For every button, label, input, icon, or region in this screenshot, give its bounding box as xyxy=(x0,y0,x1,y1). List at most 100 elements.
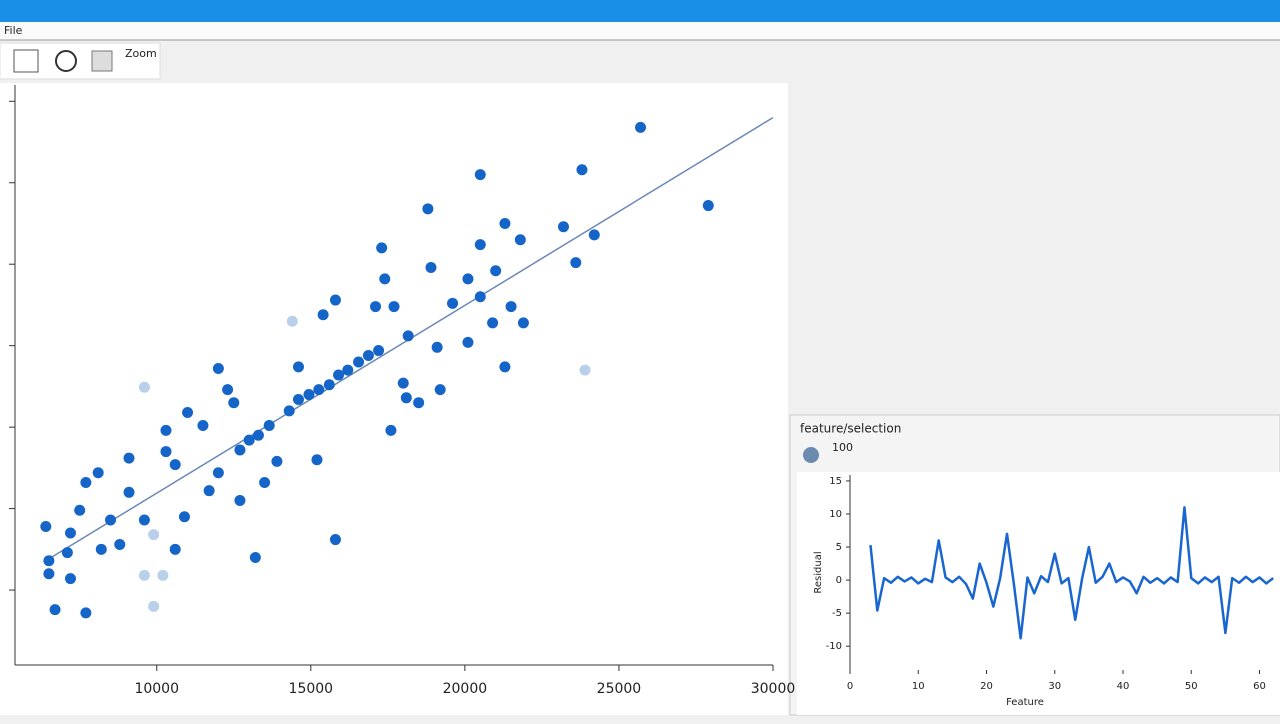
menu-item[interactable]: File xyxy=(4,24,23,37)
point xyxy=(80,607,92,619)
plot-panel xyxy=(0,83,788,715)
point xyxy=(376,242,388,254)
point xyxy=(169,459,181,471)
x-tick-label: 30 xyxy=(1048,681,1061,692)
x-tick-label: 20000 xyxy=(443,681,488,697)
point xyxy=(379,273,391,285)
point xyxy=(95,543,107,555)
toolbar xyxy=(0,42,161,80)
y-tick-label: 15 xyxy=(829,476,842,487)
toolbar-label[interactable]: Zoom xyxy=(125,47,157,60)
point xyxy=(388,301,400,313)
point xyxy=(271,455,283,467)
title-bar xyxy=(0,0,1280,22)
point xyxy=(80,477,92,489)
x-axis-label: Feature xyxy=(1006,697,1044,708)
point xyxy=(178,511,190,523)
point xyxy=(702,200,714,212)
point xyxy=(114,538,126,550)
y-tick-label: -5 xyxy=(832,608,842,619)
point xyxy=(402,330,414,342)
point xyxy=(499,217,511,229)
point xyxy=(249,551,261,563)
point xyxy=(222,384,234,396)
point xyxy=(474,291,486,303)
y-axis-label: Residual xyxy=(813,551,824,593)
point xyxy=(203,485,215,497)
point xyxy=(286,315,298,327)
point xyxy=(329,534,341,546)
tool-icon[interactable] xyxy=(55,50,77,72)
point xyxy=(197,420,209,432)
point xyxy=(40,521,52,533)
panel-title: feature/selection xyxy=(800,422,901,436)
point xyxy=(74,504,86,516)
point xyxy=(157,569,169,581)
point xyxy=(138,569,150,581)
point xyxy=(333,369,345,381)
panel-label: 100 xyxy=(832,441,853,454)
residual-line xyxy=(869,506,1274,640)
point xyxy=(123,486,135,498)
point xyxy=(474,239,486,251)
point xyxy=(234,494,246,506)
point xyxy=(123,452,135,464)
point xyxy=(570,257,582,269)
point xyxy=(182,406,194,418)
point xyxy=(252,429,264,441)
point xyxy=(292,361,304,373)
point xyxy=(373,345,385,357)
point xyxy=(362,349,374,361)
x-tick-label: 0 xyxy=(847,681,853,692)
point xyxy=(212,362,224,374)
point xyxy=(329,294,341,306)
x-tick-label: 40 xyxy=(1117,681,1130,692)
x-tick-label: 30000 xyxy=(751,681,796,697)
point xyxy=(413,397,425,409)
point xyxy=(579,364,591,376)
point xyxy=(160,446,172,458)
point xyxy=(61,547,73,559)
point xyxy=(397,377,409,389)
x-tick-label: 50 xyxy=(1185,681,1198,692)
y-tick-label: 0 xyxy=(836,575,842,586)
point xyxy=(487,317,499,329)
point xyxy=(317,309,329,321)
point xyxy=(323,379,335,391)
point xyxy=(303,389,315,401)
point xyxy=(292,393,304,405)
point xyxy=(474,169,486,181)
point xyxy=(370,301,382,313)
point xyxy=(169,543,181,555)
point xyxy=(148,600,160,612)
point xyxy=(228,397,240,409)
point xyxy=(49,604,61,616)
x-tick-label: 15000 xyxy=(289,681,334,697)
point xyxy=(447,297,459,309)
point xyxy=(422,203,434,215)
point xyxy=(576,164,588,176)
point xyxy=(635,121,647,133)
panel-icon[interactable] xyxy=(803,447,819,463)
y-tick-label: 5 xyxy=(836,542,842,553)
point xyxy=(342,364,354,376)
point xyxy=(431,341,443,353)
point xyxy=(517,317,529,329)
tool-icon[interactable] xyxy=(91,50,113,72)
point xyxy=(283,405,295,417)
point xyxy=(243,434,255,446)
point xyxy=(64,573,76,585)
x-tick-label: 20 xyxy=(980,681,993,692)
point xyxy=(462,273,474,285)
point xyxy=(311,454,323,466)
tool-icon[interactable] xyxy=(13,49,39,73)
point xyxy=(490,265,502,277)
point xyxy=(514,234,526,246)
point xyxy=(462,336,474,348)
point xyxy=(505,301,517,313)
x-tick-label: 60 xyxy=(1253,681,1266,692)
point xyxy=(557,221,569,233)
point xyxy=(105,514,117,526)
x-tick-label: 10000 xyxy=(134,681,179,697)
point xyxy=(138,381,150,393)
